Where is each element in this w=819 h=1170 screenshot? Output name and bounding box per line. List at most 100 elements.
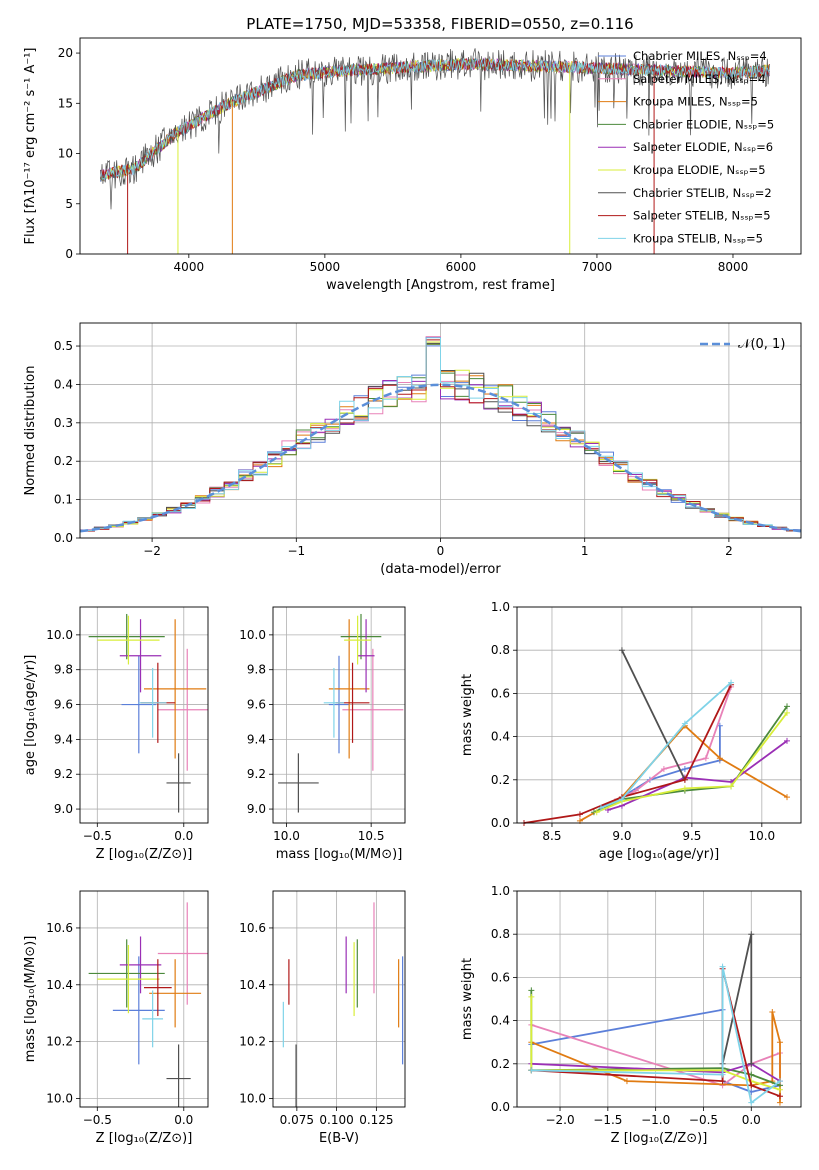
age_vs_Z-xlabel: Z [log₁₀(Z/Z⊙)] (96, 847, 193, 862)
weight_vs_Z-ytick-label: 0.8 (491, 927, 510, 941)
weight_vs_age-xtick-label: 9.0 (612, 829, 631, 843)
mass_vs_Z-point (142, 990, 164, 1048)
spectrum-xlabel: wavelength [Angstrom, rest frame] (326, 278, 555, 293)
age_vs_mass-point (278, 753, 319, 813)
age_vs_mass-xlabel: mass [log₁₀(M/M⊙)] (276, 847, 403, 862)
spectrum-ytick-label: 0 (65, 247, 73, 261)
mass_vs_Z-xlabel: Z [log₁₀(Z/Z⊙)] (96, 1131, 193, 1146)
weight_vs_age-marker (618, 647, 625, 654)
mass_vs_Z-point (112, 956, 165, 1065)
weight_vs_Z-ytick-label: 1.0 (491, 884, 510, 898)
mass_vs_Z-frame (79, 890, 209, 1108)
weight_vs_age-ytick-label: 0.0 (491, 816, 510, 830)
mass_vs_ebv-xtick-label: 0.125 (359, 1113, 393, 1127)
mass_vs_Z-xtick-label: −0.5 (83, 1113, 112, 1127)
weight_vs_age-xlabel: age [log₁₀(age/yr)] (599, 847, 720, 862)
weight_vs_Z-marker (719, 963, 726, 970)
residuals-ytick-label: 0.2 (54, 454, 73, 468)
weight_vs_Z-marker (528, 1067, 535, 1074)
spectrum-xtick-label: 8000 (718, 260, 749, 274)
mass_vs_Z-point (157, 902, 208, 1005)
residuals-frame (79, 322, 802, 539)
age_vs_Z-xtick-label: −0.5 (83, 829, 112, 843)
weight_vs_Z-xtick-label: −1.0 (641, 1113, 670, 1127)
weight_vs_age-ylabel: mass weight (460, 674, 475, 756)
residuals-ylabel: Normed distribution (23, 366, 38, 496)
spectrum-legend-label: Kroupa STELIB, Nₛₛₚ=5 (633, 231, 763, 245)
weight_vs_Z-marker (748, 1099, 755, 1106)
spectrum-legend-label: Salpeter STELIB, Nₛₛₚ=5 (633, 209, 771, 223)
weight_vs_Z-marker (776, 1078, 783, 1085)
age_vs_Z-ytick-label: 9.4 (54, 732, 73, 746)
residuals-gaussian-curve (79, 383, 802, 533)
weight_vs_age-ytick-label: 1.0 (491, 600, 510, 614)
mass_vs_ebv-ytick-label: 10.6 (239, 921, 266, 935)
spectrum-xtick-label: 7000 (582, 260, 613, 274)
mass_vs_Z-ytick-label: 10.2 (46, 1035, 73, 1049)
weight_vs_Z-xtick-label: −1.5 (593, 1113, 622, 1127)
weight_vs_Z-xtick-label: −0.5 (689, 1113, 718, 1127)
weight_vs_age-ytick-label: 0.2 (491, 773, 510, 787)
mass_vs_ebv-xtick-label: 0.100 (319, 1113, 353, 1127)
spectrum-legend-label: Kroupa MILES, Nₛₛₚ=5 (633, 95, 758, 109)
spectrum-legend-label: Chabrier ELODIE, Nₛₛₚ=5 (633, 117, 774, 131)
age_vs_Z-point (119, 619, 162, 693)
weight_vs_age-marker (728, 679, 735, 686)
spectrum-legend-label: Salpeter ELODIE, Nₛₛₚ=6 (633, 140, 773, 154)
weight_vs_age-marker (784, 709, 791, 716)
weight_vs_Z-xtick-label: −2.0 (545, 1113, 574, 1127)
weight_vs_Z-ylabel: mass weight (460, 958, 475, 1040)
weight_vs_age-marker (576, 811, 583, 818)
mass_vs_Z-point (119, 936, 162, 994)
spectrum-legend-label: Salpeter MILES, Nₛₛₚ=4 (633, 72, 766, 86)
weight_vs_Z-ytick-label: 0.6 (491, 970, 510, 984)
age_vs_mass-ytick-label: 9.8 (247, 663, 266, 677)
weight_vs_age-ytick-label: 0.6 (491, 686, 510, 700)
age_vs_Z-ytick-label: 10.0 (46, 628, 73, 642)
age_vs_mass-point (328, 655, 350, 754)
weight_vs_age-ytick-label: 0.8 (491, 643, 510, 657)
spectrum-legend-label: Chabrier MILES, Nₛₛₚ=4 (633, 49, 767, 63)
residuals-xtick-label: −1 (287, 544, 305, 558)
age_vs_mass-point (344, 615, 372, 665)
weight_vs_age-marker (681, 766, 688, 772)
weight_vs_Z-marker (769, 1008, 776, 1015)
residuals-ytick-label: 0.5 (54, 339, 73, 353)
weight_vs_age-marker (597, 804, 604, 811)
weight_vs_age-marker (593, 809, 600, 816)
weight_vs_age-series-kroupa-stelib (600, 681, 732, 809)
weight_vs_Z-marker (748, 1060, 755, 1067)
age_vs_mass-ytick-label: 10.0 (239, 628, 266, 642)
age_vs_Z-ytick-label: 9.2 (54, 767, 73, 781)
age_vs_Z-point (144, 619, 207, 759)
mass_vs_ebv-ytick-label: 10.2 (239, 1035, 266, 1049)
age_vs_Z-point (138, 667, 167, 738)
weight_vs_Z-xlabel: Z [log₁₀(Z/Z⊙)] (611, 1131, 708, 1146)
age_vs_Z-point (121, 655, 157, 754)
weight_vs_Z-ytick-label: 0.0 (491, 1100, 510, 1114)
weight_vs_age-marker (681, 776, 688, 783)
residuals-xtick-label: 2 (725, 544, 733, 558)
residuals-xtick-label: 0 (437, 544, 445, 558)
mass_vs_ebv-ytick-label: 10.0 (239, 1091, 266, 1105)
age_vs_Z-point (88, 613, 165, 660)
weight_vs_age-marker (702, 755, 709, 762)
spectrum-ytick-label: 20 (58, 46, 73, 60)
age_vs_mass-point (328, 619, 370, 759)
spectrum-series-chabrier-stelib (100, 48, 771, 210)
spectrum-ytick-label: 10 (58, 147, 73, 161)
weight_vs_age-xtick-label: 9.5 (682, 829, 701, 843)
mass_vs_Z-ytick-label: 10.6 (46, 921, 73, 935)
mass_vs_Z-point (97, 945, 160, 1014)
age_vs_Z-xtick-label: 0.0 (174, 829, 193, 843)
weight_vs_age-marker (728, 783, 735, 790)
weight_vs_age-marker (716, 755, 723, 762)
weight_vs_Z-marker (719, 1071, 726, 1078)
age_vs_Z-point (97, 615, 160, 665)
weight_vs_Z-ytick-label: 0.2 (491, 1057, 510, 1071)
residuals-ytick-label: 0.0 (54, 531, 73, 545)
residuals-xtick-label: −2 (143, 544, 161, 558)
age_vs_mass-point (340, 613, 382, 660)
weight_vs_Z-marker (776, 1099, 783, 1106)
